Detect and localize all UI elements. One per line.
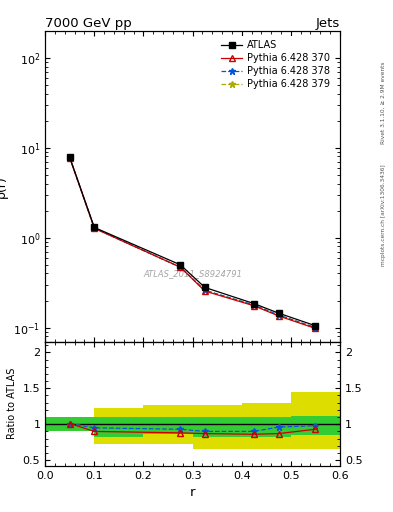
Pythia 6.428 378: [178, 264, 183, 270]
Y-axis label: Ratio to ATLAS: Ratio to ATLAS: [7, 368, 17, 439]
Pythia 6.428 379: [202, 287, 207, 293]
Pythia 6.428 379: [252, 302, 256, 308]
Pythia 6.428 379: [68, 155, 72, 161]
Text: mcplots.cern.ch [arXiv:1306.3436]: mcplots.cern.ch [arXiv:1306.3436]: [381, 164, 386, 266]
Pythia 6.428 378: [313, 325, 318, 331]
Line: Pythia 6.428 370: Pythia 6.428 370: [67, 155, 318, 332]
ATLAS: [202, 284, 207, 290]
ATLAS: [68, 155, 72, 161]
Text: Jets: Jets: [316, 16, 340, 30]
Pythia 6.428 378: [252, 302, 256, 308]
X-axis label: r: r: [190, 486, 195, 499]
Text: 7000 GeV pp: 7000 GeV pp: [45, 16, 132, 30]
Pythia 6.428 379: [178, 264, 183, 270]
Pythia 6.428 379: [313, 325, 318, 331]
ATLAS: [313, 323, 318, 329]
Pythia 6.428 378: [68, 155, 72, 161]
ATLAS: [178, 262, 183, 268]
Text: ATLAS_2011_S8924791: ATLAS_2011_S8924791: [143, 269, 242, 278]
Pythia 6.428 378: [202, 287, 207, 293]
Text: Rivet 3.1.10, ≥ 2.9M events: Rivet 3.1.10, ≥ 2.9M events: [381, 61, 386, 144]
Pythia 6.428 379: [276, 312, 281, 318]
Pythia 6.428 378: [92, 225, 97, 231]
ATLAS: [92, 224, 97, 230]
Pythia 6.428 370: [178, 264, 183, 270]
Pythia 6.428 370: [202, 288, 207, 294]
Pythia 6.428 378: [276, 312, 281, 318]
Pythia 6.428 370: [92, 225, 97, 231]
Pythia 6.428 370: [276, 313, 281, 319]
Pythia 6.428 370: [68, 155, 72, 161]
Line: ATLAS: ATLAS: [66, 154, 319, 329]
Pythia 6.428 370: [313, 325, 318, 331]
Pythia 6.428 370: [252, 303, 256, 309]
Line: Pythia 6.428 378: Pythia 6.428 378: [67, 155, 318, 331]
Legend: ATLAS, Pythia 6.428 370, Pythia 6.428 378, Pythia 6.428 379: ATLAS, Pythia 6.428 370, Pythia 6.428 37…: [216, 35, 335, 94]
Y-axis label: ρ(r): ρ(r): [0, 175, 8, 198]
ATLAS: [276, 310, 281, 316]
Line: Pythia 6.428 379: Pythia 6.428 379: [67, 155, 318, 331]
ATLAS: [252, 301, 256, 307]
Pythia 6.428 379: [92, 225, 97, 231]
